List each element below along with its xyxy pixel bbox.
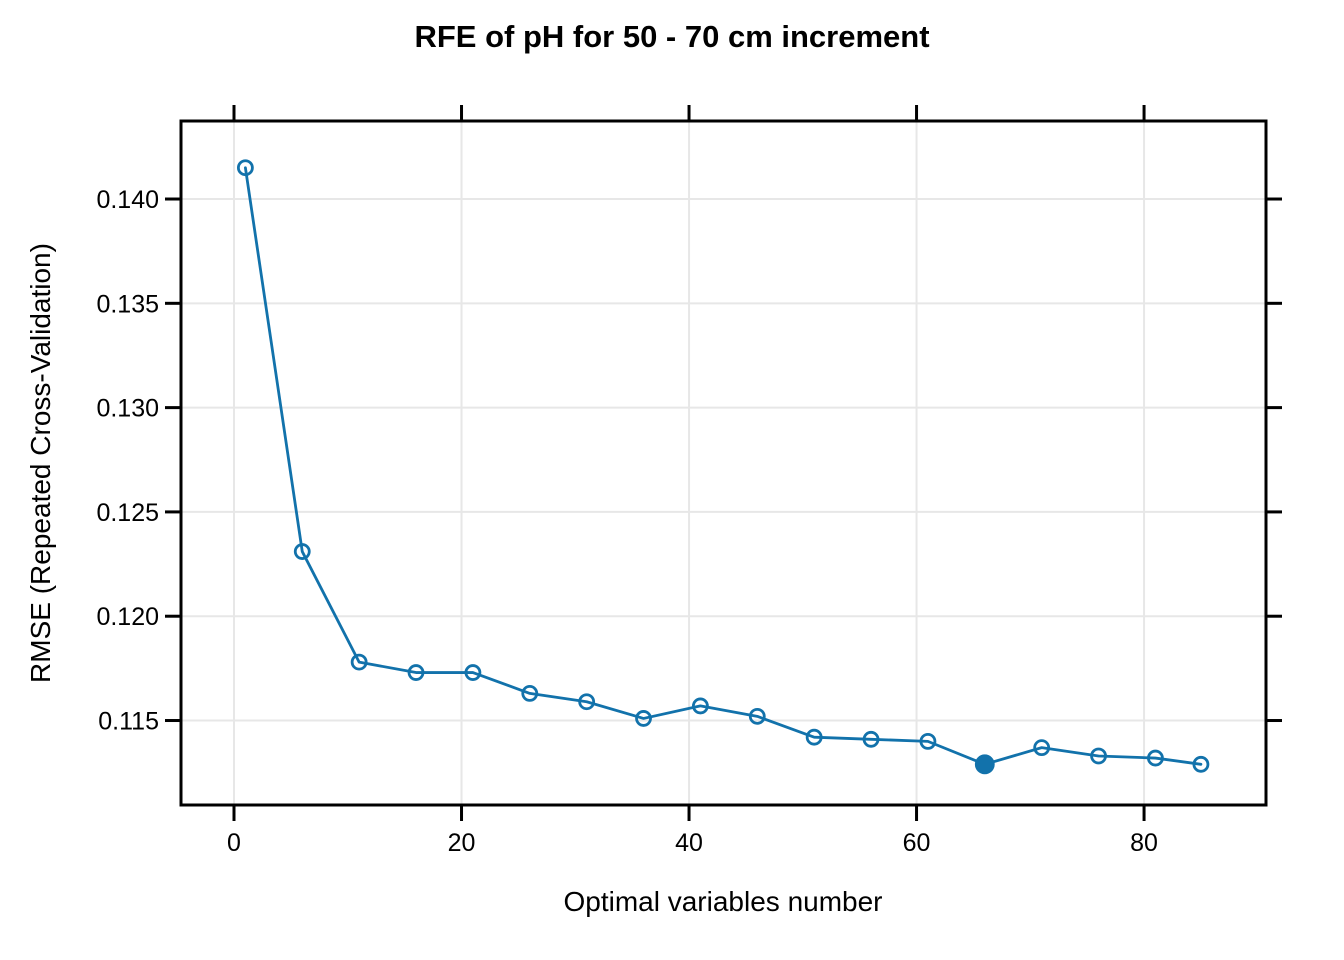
tick-label-layer: 0 20 40 60 80 0.115 0.120 0.125 0.130 0.135 0.140 xyxy=(96,186,1158,857)
data-point-marker xyxy=(1090,747,1107,765)
data-point-marker xyxy=(1192,755,1210,773)
x-tick-label: 20 xyxy=(448,829,476,857)
optimal-data-point-marker xyxy=(974,754,995,775)
data-point-marker xyxy=(1033,739,1051,757)
data-point-marker xyxy=(635,710,652,727)
y-tick-label: 0.115 xyxy=(98,708,159,736)
x-tick-label: 0 xyxy=(227,829,241,857)
x-tick-label: 60 xyxy=(903,829,931,857)
data-point-marker xyxy=(464,664,482,681)
data-point-marker xyxy=(578,693,596,711)
data-point-marker xyxy=(407,664,425,681)
data-point-marker xyxy=(293,543,311,560)
x-tick-label: 40 xyxy=(675,829,703,857)
grid-layer xyxy=(181,121,1266,805)
y-tick-label: 0.120 xyxy=(96,603,159,631)
y-tick-label: 0.135 xyxy=(96,290,159,318)
plot-border xyxy=(179,119,1268,807)
data-point-marker xyxy=(236,159,254,177)
data-point-marker xyxy=(748,707,766,725)
data-point-marker xyxy=(521,684,539,702)
y-tick-label: 0.130 xyxy=(96,395,159,423)
series-layer xyxy=(236,159,1210,775)
data-point-marker xyxy=(350,653,368,671)
data-point-marker xyxy=(919,732,937,750)
data-point-marker xyxy=(1147,749,1164,767)
data-point-marker xyxy=(862,730,880,748)
series-line xyxy=(243,166,1203,766)
data-point-marker xyxy=(692,697,709,715)
x-tick-label: 80 xyxy=(1130,829,1158,857)
tick-layer xyxy=(165,105,1282,821)
x-axis-title: Optimal variables number xyxy=(563,886,882,917)
data-point-marker xyxy=(805,728,823,746)
y-axis-title: RMSE (Repeated Cross-Validation) xyxy=(25,243,56,683)
chart-title: RFE of pH for 50 - 70 cm increment xyxy=(414,19,929,54)
y-tick-label: 0.140 xyxy=(96,186,159,214)
y-tick-label: 0.125 xyxy=(96,499,159,527)
